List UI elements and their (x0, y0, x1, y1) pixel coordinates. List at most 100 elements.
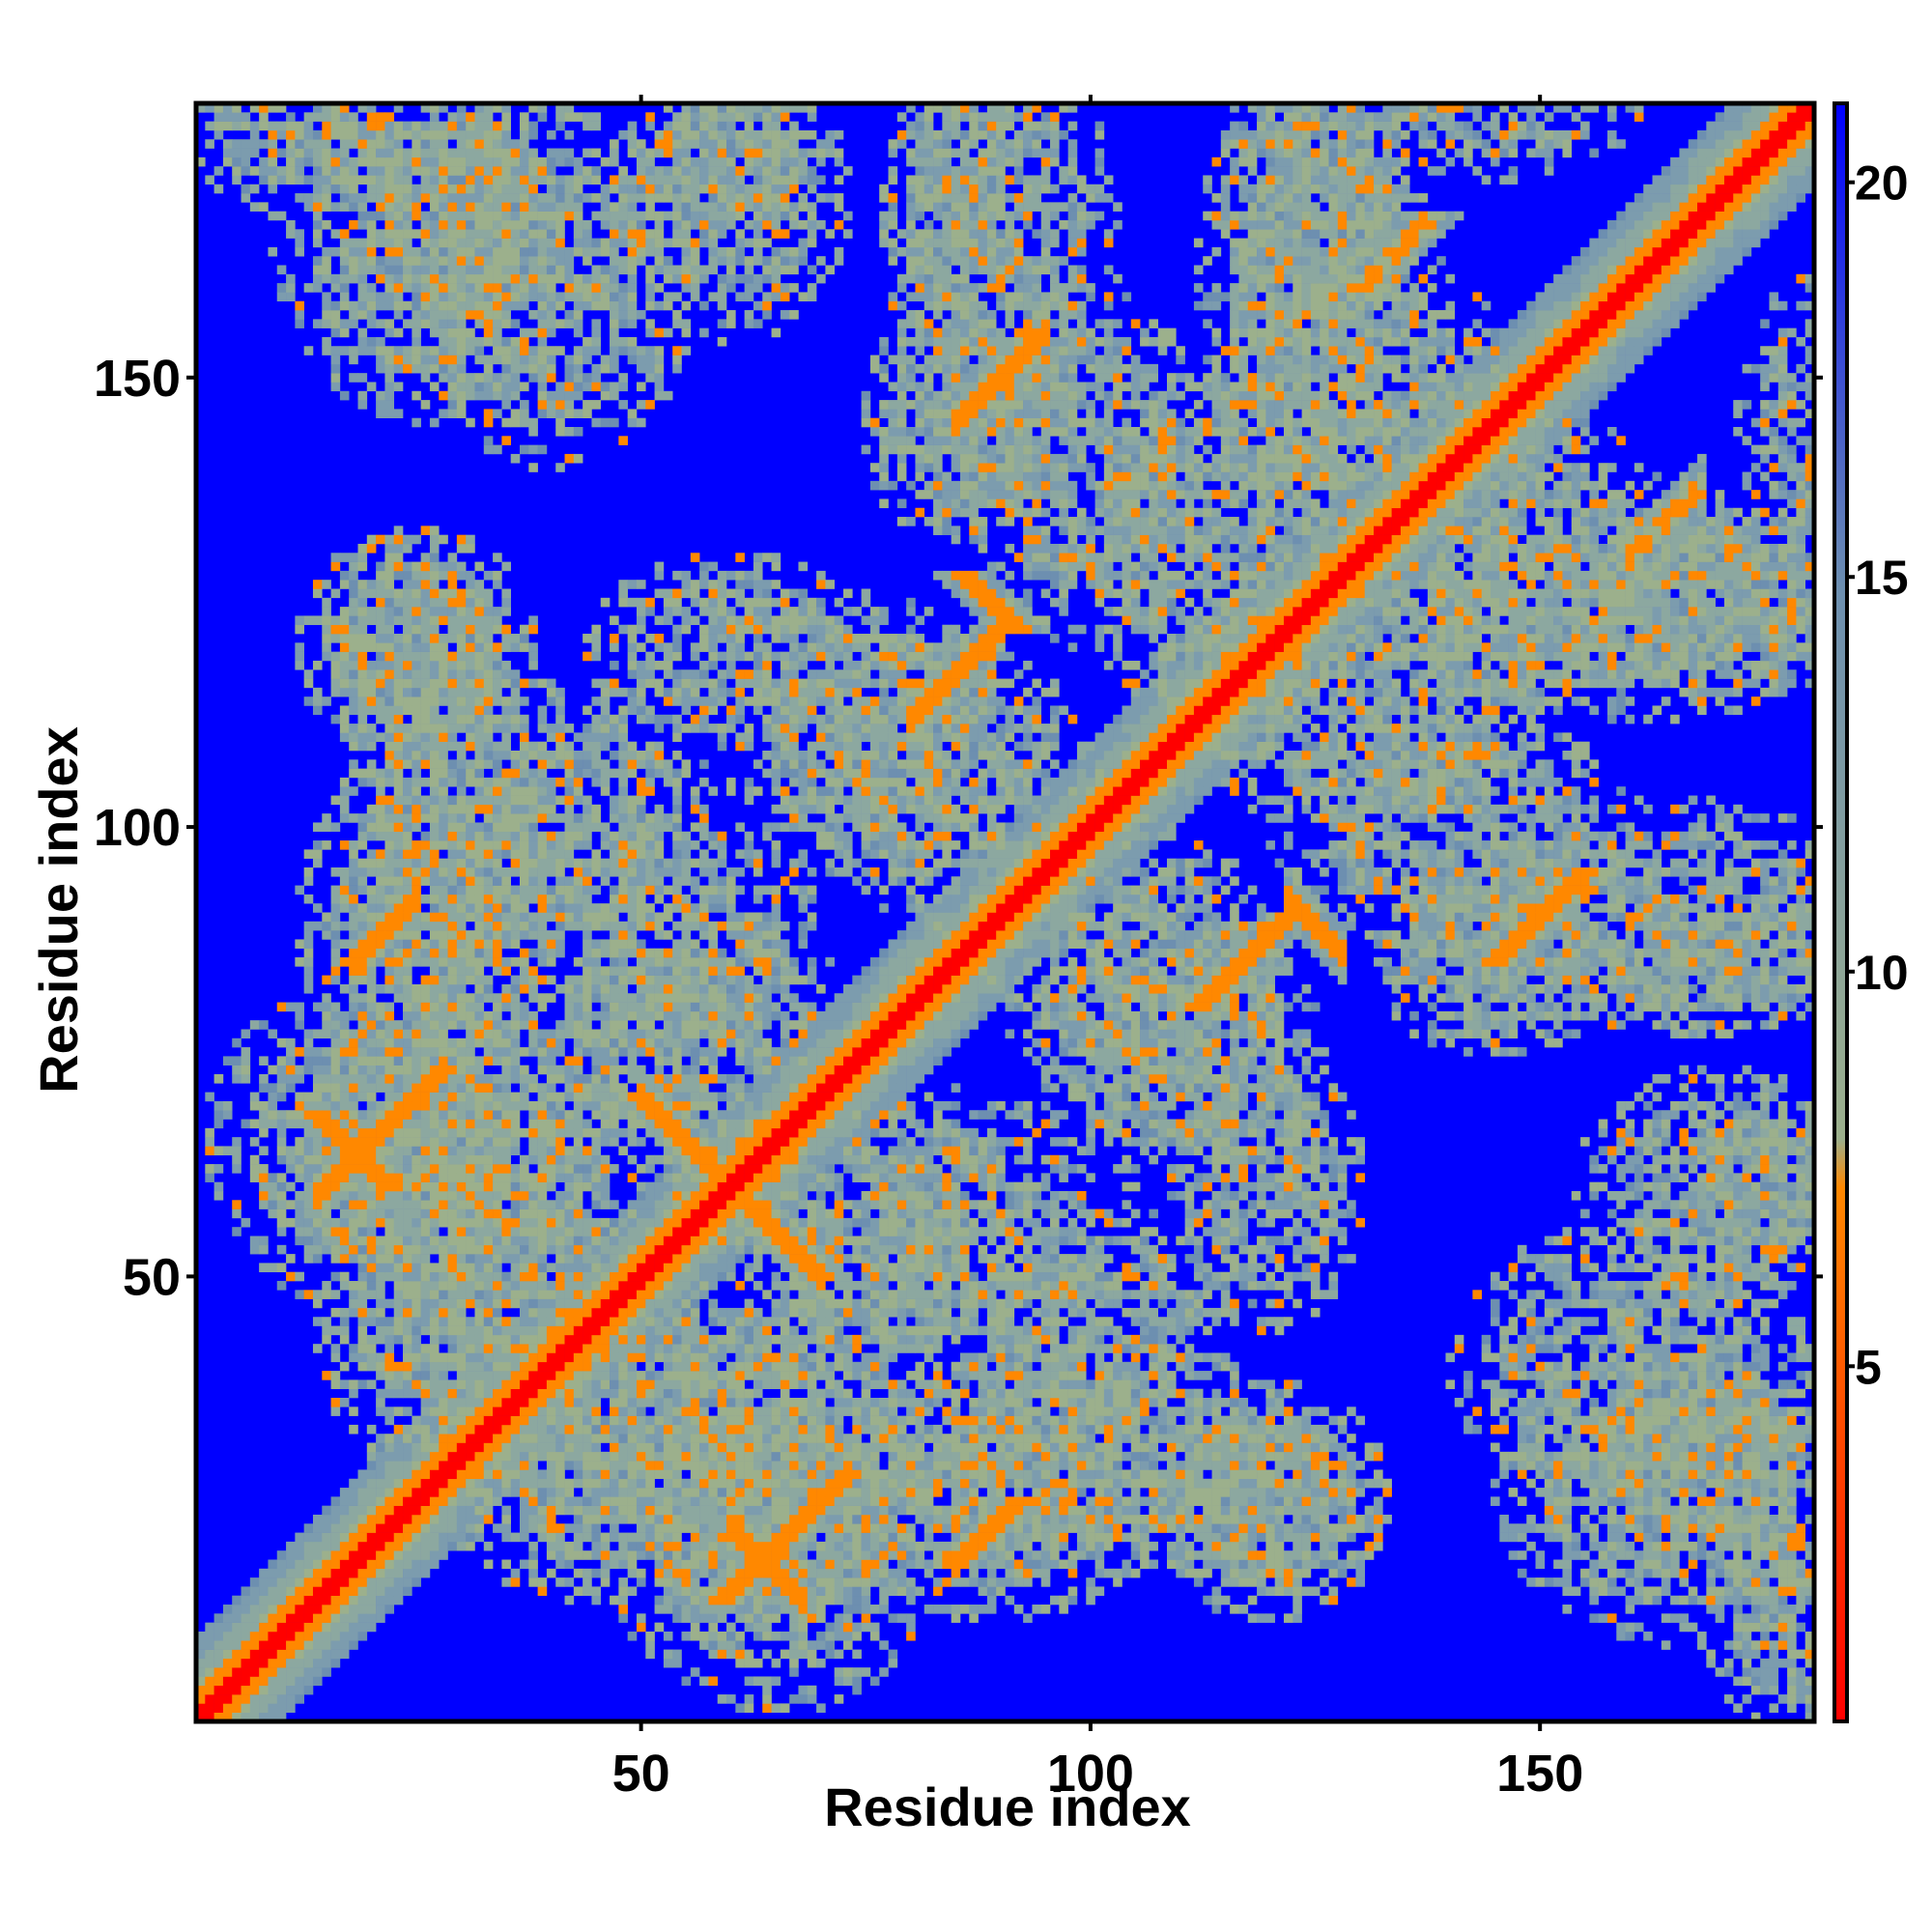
heatmap-cell (600, 948, 611, 958)
heatmap-cell (312, 921, 323, 931)
heatmap-cell (501, 903, 511, 913)
heatmap-cell (483, 283, 494, 293)
heatmap-cell (268, 184, 278, 194)
heatmap-cell (627, 1110, 638, 1120)
heatmap-cell (439, 156, 448, 167)
heatmap-cell (429, 238, 440, 248)
heatmap-cell (384, 724, 395, 733)
heatmap-cell (610, 390, 619, 401)
heatmap-cell (456, 1020, 467, 1030)
heatmap-cell (339, 957, 350, 967)
heatmap-cell (546, 292, 556, 302)
heatmap-cell (429, 1298, 440, 1309)
heatmap-cell (412, 885, 421, 895)
heatmap-cell (403, 732, 412, 742)
heatmap-cell (520, 1254, 529, 1264)
heatmap-cell (420, 1263, 431, 1273)
heatmap-cell (376, 687, 385, 697)
heatmap-cell (339, 1074, 350, 1084)
heatmap-cell (330, 1002, 341, 1012)
heatmap-cell (600, 202, 611, 212)
heatmap-cell (520, 1020, 529, 1030)
heatmap-cell (393, 139, 404, 149)
heatmap-cell (384, 1451, 395, 1462)
heatmap-cell (412, 724, 421, 733)
heatmap-cell (268, 1190, 278, 1201)
heatmap-cell (384, 256, 395, 266)
heatmap-cell (546, 202, 556, 212)
heatmap-cell (501, 1344, 511, 1353)
heatmap-cell (456, 849, 467, 859)
heatmap-cell (412, 283, 421, 293)
heatmap-cell (447, 724, 458, 733)
heatmap-cell (384, 939, 395, 950)
heatmap-cell (393, 714, 404, 724)
heatmap-cell (339, 867, 350, 877)
heatmap-cell (610, 1523, 619, 1533)
heatmap-cell (403, 265, 412, 275)
heatmap-cell (412, 534, 421, 545)
heatmap-cell (439, 1181, 448, 1192)
heatmap-cell (429, 129, 440, 140)
heatmap-cell (322, 642, 331, 652)
heatmap-cell (474, 1154, 485, 1165)
heatmap-cell (474, 300, 485, 311)
heatmap-cell (249, 103, 260, 113)
heatmap-cell (447, 1164, 458, 1174)
heatmap-cell (322, 1020, 331, 1030)
heatmap-cell (510, 1568, 521, 1578)
heatmap-cell (439, 948, 448, 958)
heatmap-cell (573, 1371, 583, 1380)
heatmap-cell (222, 1110, 233, 1120)
heatmap-cell (582, 912, 592, 923)
heatmap-cell (366, 1290, 377, 1299)
heatmap-cell (339, 651, 350, 662)
heatmap-cell (420, 795, 431, 806)
heatmap-cell (528, 1254, 538, 1264)
heatmap-cell (366, 687, 377, 697)
heatmap-cell (349, 1605, 358, 1614)
heatmap-cell (403, 1461, 412, 1470)
heatmap-cell (564, 202, 575, 212)
heatmap-cell (384, 283, 395, 293)
heatmap-cell (412, 1056, 421, 1065)
heatmap-cell (600, 724, 611, 733)
heatmap-cell (474, 1352, 485, 1363)
heatmap-cell (447, 966, 458, 976)
heatmap-cell (429, 283, 440, 293)
heatmap-cell (384, 1173, 395, 1182)
heatmap-cell (456, 1532, 467, 1543)
heatmap-cell (312, 1514, 323, 1524)
heatmap-cell (349, 885, 358, 895)
heatmap-cell (295, 1676, 304, 1687)
heatmap-cell (339, 166, 350, 176)
heatmap-cell (573, 1020, 583, 1030)
heatmap-cell (555, 346, 565, 355)
heatmap-cell (610, 1236, 619, 1246)
heatmap-cell (366, 184, 377, 194)
heatmap-cell (466, 912, 475, 923)
heatmap-cell (205, 103, 214, 113)
heatmap-cell (403, 1281, 412, 1291)
heatmap-cell (546, 1434, 556, 1443)
heatmap-cell (268, 166, 278, 176)
heatmap-cell (591, 759, 602, 769)
heatmap-cell (429, 607, 440, 616)
heatmap-cell (618, 1488, 628, 1497)
heatmap-cell (403, 948, 412, 958)
heatmap-cell (322, 1074, 331, 1084)
heatmap-cell (376, 570, 385, 581)
heatmap-cell (546, 1164, 556, 1174)
heatmap-cell (403, 1307, 412, 1318)
heatmap-cell (349, 561, 358, 572)
heatmap-cell (573, 363, 583, 374)
heatmap-cell (618, 1496, 628, 1506)
heatmap-cell (483, 1173, 494, 1182)
heatmap-cell (412, 265, 421, 275)
heatmap-cell (357, 202, 368, 212)
heatmap-cell (600, 1020, 611, 1030)
heatmap-cell (627, 804, 638, 814)
heatmap-cell (520, 1415, 529, 1426)
heatmap-cell (466, 831, 475, 841)
heatmap-cell (618, 1352, 628, 1363)
